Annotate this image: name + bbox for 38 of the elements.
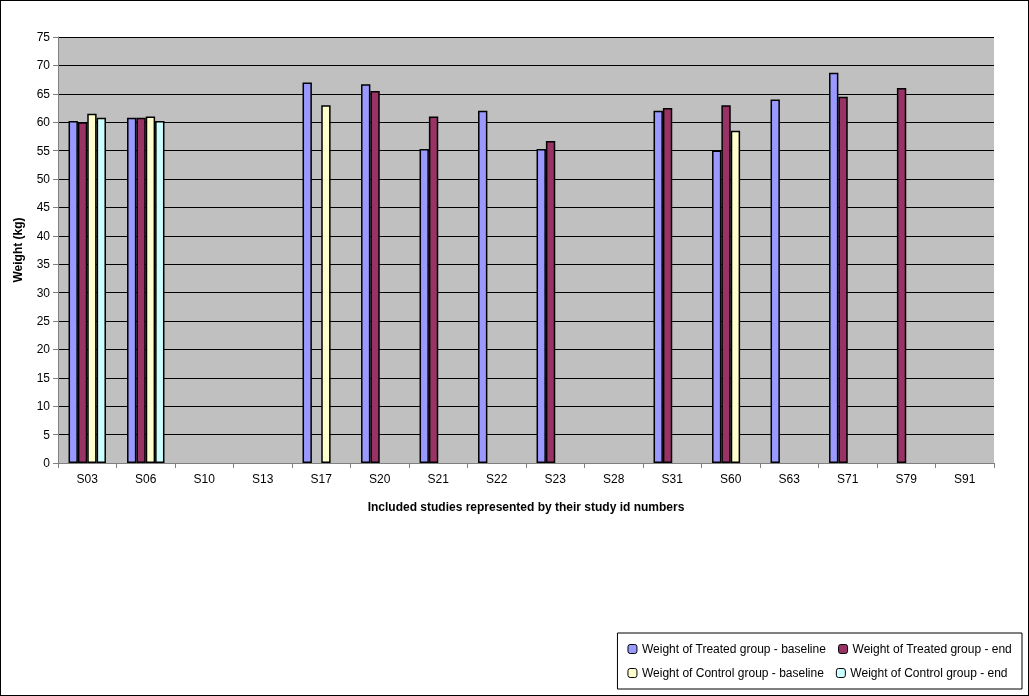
- legend-label: Weight of Control group - end: [850, 666, 1008, 680]
- y-tick-label: 20: [36, 342, 51, 357]
- y-tick-label: 60: [36, 115, 51, 130]
- legend-label: Weight of Control group - baseline: [641, 666, 825, 680]
- x-tick-label: S91: [954, 472, 976, 486]
- x-tick-label: S21: [427, 472, 450, 486]
- legend-label: Weight of Treated group - baseline: [641, 642, 827, 656]
- x-tick-label: S31: [661, 472, 684, 486]
- x-tick-label: S71: [837, 472, 859, 486]
- x-tick-label: S63: [778, 472, 801, 486]
- y-tick-label: 50: [36, 172, 51, 186]
- y-tick-label: 15: [36, 370, 51, 385]
- x-tick-label: S79: [895, 472, 918, 486]
- y-tick-label: 65: [36, 86, 51, 101]
- x-tick-label: S17: [310, 472, 333, 486]
- y-tick-label: 35: [36, 257, 51, 272]
- y-tick-label: 0: [43, 456, 51, 470]
- x-tick-label: S03: [76, 472, 99, 486]
- y-tick-label: 30: [36, 285, 51, 300]
- y-tick-label: 75: [36, 30, 51, 44]
- x-tick-label: S23: [544, 472, 567, 486]
- y-tick-label: 40: [36, 228, 51, 243]
- y-tick-label: 5: [43, 427, 51, 442]
- x-tick-label: S20: [369, 472, 391, 486]
- y-tick-label: 25: [36, 314, 51, 328]
- x-tick-label: S60: [720, 472, 742, 486]
- y-tick-label: 10: [36, 399, 51, 414]
- x-axis-title: Included studies represented by their study id numbers: [367, 500, 685, 514]
- y-tick-label: 70: [36, 58, 51, 73]
- x-tick-label: S10: [193, 472, 216, 486]
- y-tick-label: 55: [36, 143, 51, 158]
- y-tick-label: 45: [36, 200, 51, 215]
- y-axis-title: Weight (kg): [11, 217, 25, 283]
- x-tick-label: S06: [135, 472, 157, 486]
- legend-label: Weight of Treated group - end: [852, 642, 1012, 656]
- x-tick-label: S28: [603, 472, 625, 486]
- x-tick-label: S13: [252, 472, 274, 486]
- x-tick-label: S22: [486, 472, 508, 486]
